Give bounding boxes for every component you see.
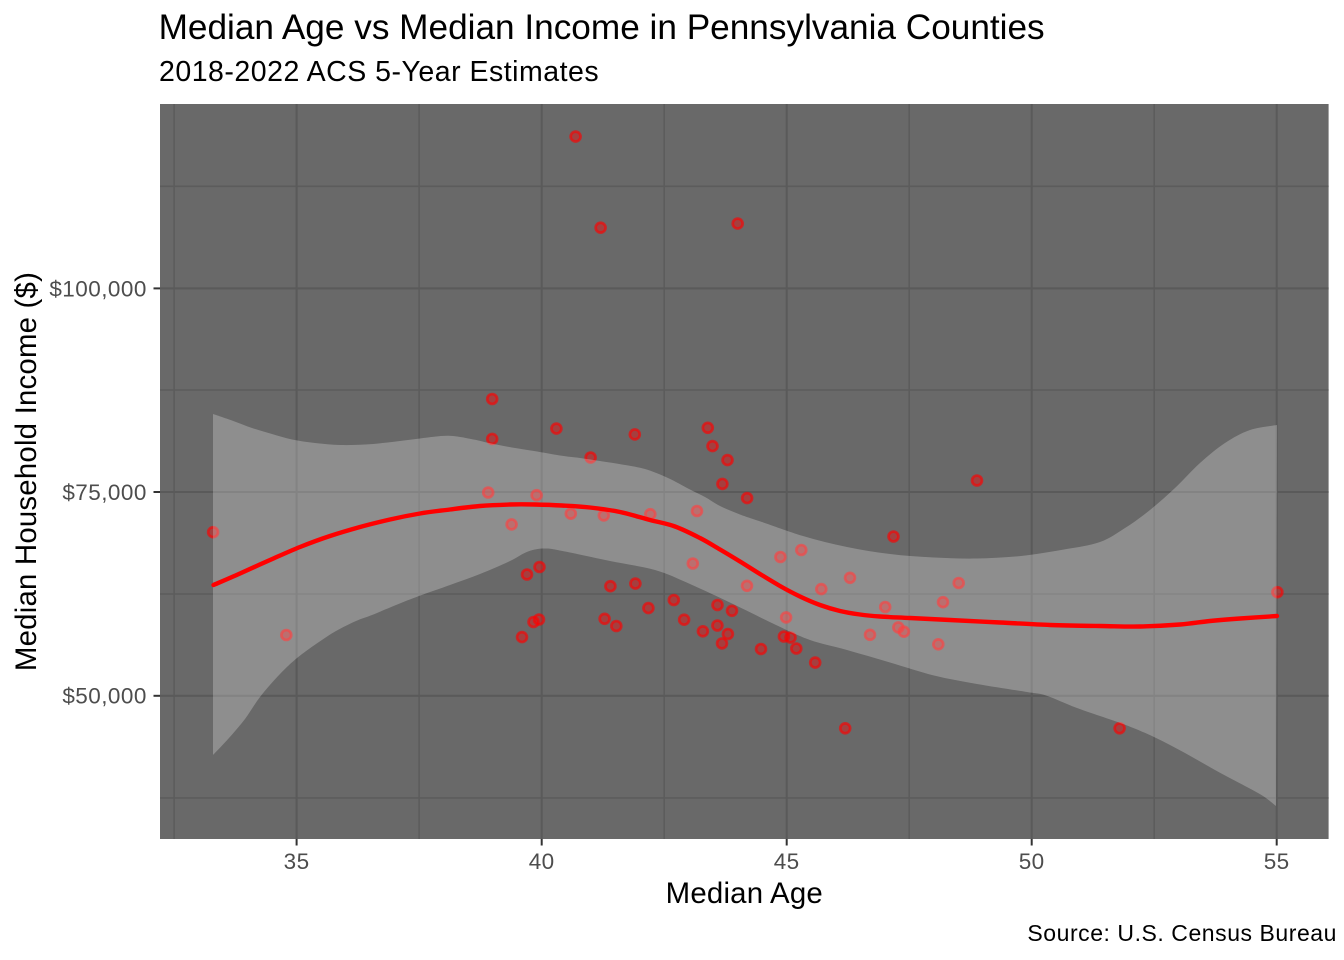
svg-text:Median Household Income ($): Median Household Income ($) [10, 272, 43, 671]
svg-text:40: 40 [529, 849, 555, 874]
svg-text:50: 50 [1019, 849, 1045, 874]
svg-text:$100,000: $100,000 [49, 276, 146, 301]
svg-text:Median Age vs Median Income in: Median Age vs Median Income in Pennsylva… [159, 8, 1045, 47]
svg-text:$50,000: $50,000 [62, 684, 146, 709]
svg-text:Source: U.S. Census Bureau: Source: U.S. Census Bureau [1027, 920, 1337, 946]
svg-text:$75,000: $75,000 [62, 480, 146, 505]
svg-text:Median Age: Median Age [666, 877, 823, 910]
svg-text:45: 45 [774, 849, 800, 874]
svg-text:2018-2022 ACS 5-Year Estimates: 2018-2022 ACS 5-Year Estimates [159, 56, 599, 88]
svg-text:55: 55 [1264, 849, 1290, 874]
svg-text:35: 35 [284, 849, 310, 874]
